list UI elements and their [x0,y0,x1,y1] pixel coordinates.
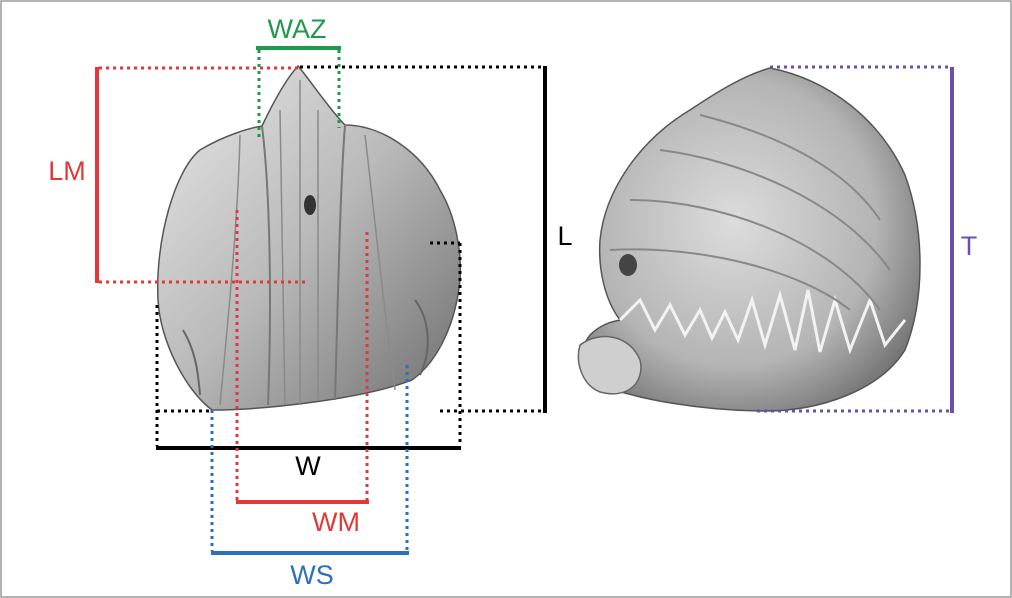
label-lm: LM [48,156,86,186]
label-ws: WS [290,560,334,590]
label-wm: WM [312,507,360,537]
label-t: T [961,231,978,261]
label-l: L [557,221,572,251]
diagram: WAZ LM L W WM WS T [0,0,1012,598]
label-waz: WAZ [268,14,327,44]
label-w: W [295,451,321,481]
